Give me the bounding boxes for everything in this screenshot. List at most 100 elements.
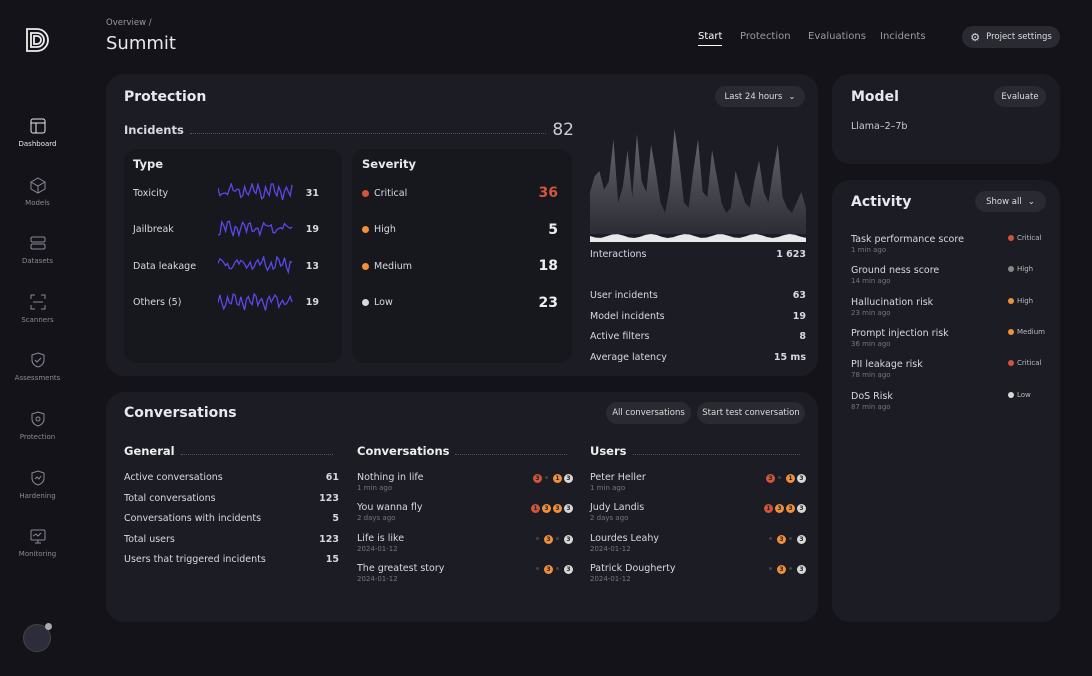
incident-badge: 3 (797, 534, 806, 544)
protection-card: Protection Last 24 hours ⌄ Incidents 82 Ty… (106, 74, 818, 376)
stat-row: User incidents 63 (590, 290, 806, 301)
sidebar-item-datasets[interactable]: Datasets (0, 234, 75, 265)
dashboard-icon (30, 118, 45, 134)
interactions-row: Interactions 1 623 (590, 249, 806, 260)
level-dot (1008, 328, 1014, 335)
severity-panel: Severity Critical 36 High 5 Medium 18 Low 23 (352, 149, 572, 363)
project-settings-button[interactable]: ⚙ Project settings (962, 26, 1060, 48)
type-row[interactable]: Toxicity 31 (133, 183, 319, 203)
model-card: Model Evaluate Llama–2–7b (832, 74, 1060, 164)
type-row[interactable]: Others (5) 19 (133, 292, 319, 313)
incident-badge: 3 (797, 564, 806, 574)
incident-badge: 3 (564, 534, 573, 544)
show-all-select[interactable]: Show all ⌄ (975, 191, 1046, 212)
severity-row-medium[interactable]: Medium 18 (362, 258, 558, 274)
incident-badge: 3 (564, 504, 573, 514)
protection-title: Protection (124, 89, 207, 105)
severity-dot (362, 262, 369, 270)
activity-item[interactable]: PII leakage risk 78 min ago Critical (851, 359, 1042, 380)
model-name: Llama–2–7b (851, 121, 908, 132)
user-row[interactable]: Lourdes Leahy 2024-01-12 3 3 (590, 533, 806, 553)
conversation-row[interactable]: Nothing in life 1 min ago 3 1 3 (357, 472, 573, 492)
tab-incidents[interactable]: Incidents (880, 31, 926, 42)
user-row[interactable]: Patrick Dougherty 2024-01-12 3 3 (590, 563, 806, 583)
breadcrumb[interactable]: Overview / (106, 18, 152, 28)
conversation-row[interactable]: You wanna fly 2 days ago 1 3 3 3 (357, 502, 573, 522)
activity-title: Activity (851, 194, 912, 210)
stat-row: Average latency 15 ms (590, 351, 806, 363)
sidebar-item-dashboard[interactable]: Dashboard (0, 117, 75, 148)
evaluate-button[interactable]: Evaluate (994, 86, 1046, 107)
severity-row-critical[interactable]: Critical 36 (362, 185, 558, 201)
conversations-card: Conversations All conversations Start te… (106, 392, 818, 622)
activity-item[interactable]: DoS Risk 87 min ago Low (851, 390, 1031, 411)
page-title: Summit (106, 33, 176, 54)
sidebar-item-monitoring[interactable]: Monitoring (0, 527, 75, 558)
activity-item[interactable]: Hallucination risk 23 min ago High (851, 296, 1034, 317)
sparkline (218, 219, 293, 238)
users-header: Users (590, 444, 806, 458)
interactions-baseline (590, 234, 806, 242)
incident-badge: 1 (531, 504, 540, 514)
severity-row-high[interactable]: High 5 (362, 222, 558, 238)
incidents-header: Incidents 82 (124, 120, 574, 140)
severity-dot (362, 299, 369, 306)
incident-badge: 3 (786, 504, 795, 514)
tab-evaluations[interactable]: Evaluations (808, 31, 866, 42)
incidents-total: 82 (552, 120, 574, 140)
activity-item[interactable]: Task performance score 1 min ago Critical (851, 234, 1042, 254)
user-row[interactable]: Judy Landis 2 days ago 1 3 3 3 (590, 502, 806, 522)
time-range-select[interactable]: Last 24 hours ⌄ (715, 86, 805, 107)
type-title: Type (133, 157, 164, 171)
incident-badge: 3 (775, 504, 784, 514)
incident-badge: 3 (797, 474, 806, 483)
monitor-icon (30, 529, 45, 544)
level-dot (1008, 235, 1014, 241)
incident-badge: 3 (766, 474, 775, 483)
severity-title: Severity (362, 157, 416, 171)
tab-protection[interactable]: Protection (740, 31, 791, 42)
general-row: Conversations with incidents 5 (124, 513, 339, 524)
sparkline (218, 183, 293, 200)
incident-badge: 3 (553, 504, 562, 514)
sidebar-item-protection[interactable]: Protection (0, 410, 75, 441)
level-dot (1008, 297, 1014, 304)
activity-item[interactable]: Ground ness score 14 min ago High (851, 265, 1034, 286)
activity-item[interactable]: Prompt injection risk 36 min ago Medium (851, 327, 1045, 348)
incident-badge: 3 (777, 534, 786, 544)
incident-badge: 3 (564, 564, 573, 574)
chevron-down-icon: ⌄ (1027, 196, 1035, 207)
start-test-conversation-button[interactable]: Start test conversation (697, 402, 805, 424)
user-row[interactable]: Peter Heller 1 min ago 3 1 3 (590, 472, 806, 492)
level-dot (1008, 391, 1014, 398)
type-row[interactable]: Jailbreak 19 (133, 219, 319, 240)
incident-badge: 3 (533, 474, 542, 483)
general-row: Active conversations 61 (124, 472, 339, 483)
incident-badge: 1 (764, 504, 773, 514)
conversation-row[interactable]: Life is like 2024-01-12 3 3 (357, 533, 573, 553)
sidebar-item-scanners[interactable]: Scanners (0, 293, 75, 324)
user-avatar[interactable] (23, 623, 52, 652)
all-conversations-button[interactable]: All conversations (606, 402, 691, 424)
shield-check-icon (31, 352, 44, 368)
general-row: Total conversations 123 (124, 492, 339, 504)
type-row[interactable]: Data leakage 13 (133, 256, 319, 276)
database-icon (30, 236, 45, 250)
severity-row-low[interactable]: Low 23 (362, 295, 558, 311)
incident-badge: 3 (777, 564, 786, 574)
general-row: Total users 123 (124, 533, 339, 545)
incident-badge: 3 (544, 534, 553, 544)
tab-start[interactable]: Start (698, 31, 723, 46)
sidebar-item-assessments[interactable]: Assessments (0, 351, 75, 382)
sidebar-item-hardening[interactable]: Hardening (0, 469, 75, 500)
logo-icon (26, 28, 49, 52)
conversation-row[interactable]: The greatest story 2024-01-12 3 3 (357, 563, 573, 583)
sidebar-item-models[interactable]: Models (0, 176, 75, 207)
level-dot (1008, 360, 1014, 367)
chevron-down-icon: ⌄ (788, 91, 796, 102)
level-dot (1008, 266, 1014, 273)
incident-badge: 3 (542, 504, 551, 514)
severity-dot (362, 226, 369, 233)
activity-card: Activity Show all ⌄ Task performance scor… (832, 180, 1060, 622)
cube-icon (30, 177, 45, 194)
